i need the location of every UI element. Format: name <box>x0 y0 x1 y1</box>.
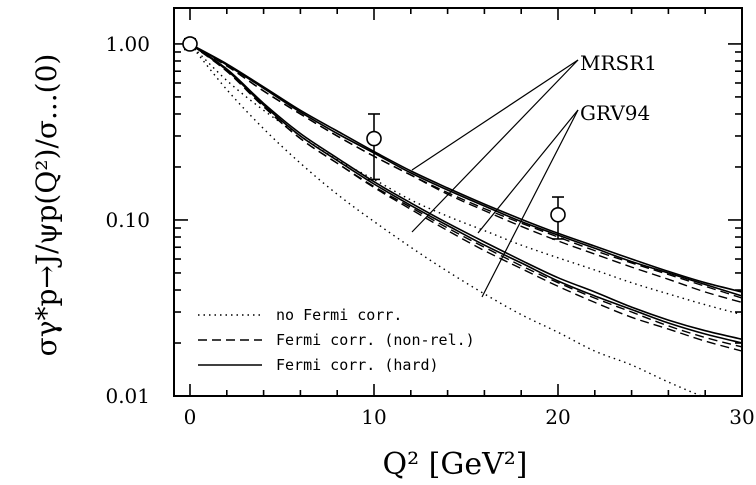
y-tick-label: 1.00 <box>105 32 150 56</box>
series-line-mrsr1-dashed <box>189 43 742 304</box>
annotation-label-mrsr1: MRSR1 <box>580 51 657 75</box>
data-point <box>366 130 382 147</box>
axes-layer: 0 10 20 30 0.01 0.10 1.00 <box>105 7 755 429</box>
axis-titles: Q² [GeV²] σγ*p→J/ψp(Q²)/σ...(0) <box>30 54 527 482</box>
series-line-grv94-solid <box>189 43 742 341</box>
x-tick-label: 20 <box>545 405 570 429</box>
y-axis-title: σγ*p→J/ψp(Q²)/σ...(0) <box>30 54 63 357</box>
series-line-mrsr1-dotted <box>189 43 742 316</box>
annotation-layer: MRSR1 GRV94 <box>411 51 657 298</box>
plot-frame <box>173 7 743 397</box>
series-line-mrsr1-dashed <box>189 43 742 299</box>
data-point <box>182 36 198 52</box>
annotation-pointer <box>411 59 579 171</box>
x-tick-label: 10 <box>361 405 386 429</box>
annotation-pointer <box>477 109 579 234</box>
x-tick-label: 0 <box>184 405 197 429</box>
series-line-mrsr1-solid <box>189 43 742 297</box>
series-line-grv94-dashed <box>189 43 742 352</box>
legend-label: Fermi corr. (hard) <box>276 356 439 374</box>
series-layer <box>189 43 742 396</box>
series-line-mrsr1-solid <box>189 43 742 293</box>
data-points-layer <box>182 36 566 240</box>
data-point <box>550 206 566 223</box>
x-tick-label: 30 <box>729 405 754 429</box>
y-tick-label: 0.01 <box>105 384 150 408</box>
annotation-pointer <box>481 109 579 298</box>
series-line-grv94-solid <box>189 43 742 344</box>
annotation-pointer <box>411 59 579 233</box>
x-axis-title: Q² [GeV²] <box>383 447 528 482</box>
y-tick-label: 0.10 <box>105 208 150 232</box>
legend-label: Fermi corr. (non-rel.) <box>276 331 475 349</box>
legend-label: no Fermi corr. <box>276 306 402 324</box>
legend: no Fermi corr. Fermi corr. (non-rel.) Ferm… <box>198 306 475 374</box>
series-line-grv94-dotted <box>189 43 704 396</box>
series-line-grv94-dashed <box>189 43 742 348</box>
annotation-label-grv94: GRV94 <box>580 101 650 125</box>
